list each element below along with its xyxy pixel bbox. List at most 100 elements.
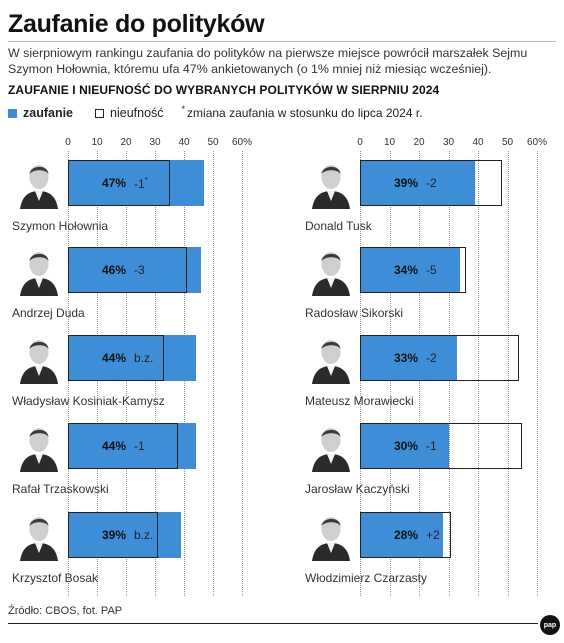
trust-bar bbox=[360, 160, 476, 206]
gridline bbox=[478, 151, 479, 596]
trust-bar bbox=[360, 247, 461, 293]
politician-name: Władysław Kosiniak-Kamysz bbox=[12, 394, 165, 408]
portrait-photo bbox=[308, 420, 354, 472]
legend-note: zmiana zaufania w stosunku do lipca 2024… bbox=[187, 106, 423, 120]
portrait-photo bbox=[308, 157, 354, 209]
trust-change: -5 bbox=[426, 263, 437, 277]
axis-tick-label: 50 bbox=[207, 137, 219, 148]
chart-section-title: ZAUFANIE I NIEUFNOŚĆ DO WYBRANYCH POLITY… bbox=[8, 83, 440, 97]
axis-tick-label: 40 bbox=[472, 137, 484, 148]
trust-bar bbox=[68, 423, 196, 469]
politician-name: Donald Tusk bbox=[305, 219, 372, 233]
axis-tick-label: 30 bbox=[149, 137, 161, 148]
legend-trust-label: zaufanie bbox=[23, 106, 74, 120]
chart-legend: zaufanie nieufność * zmiana zaufania w s… bbox=[8, 104, 423, 120]
axis-tick-label: 20 bbox=[120, 137, 132, 148]
bar-value-label: 46% -3 bbox=[102, 247, 145, 293]
trust-bar bbox=[68, 160, 205, 206]
politician-name: Andrzej Duda bbox=[12, 306, 85, 320]
trust-change: +2 bbox=[426, 528, 440, 542]
politician-name: Rafał Trzaskowski bbox=[12, 482, 109, 496]
trust-value: 39% bbox=[394, 176, 419, 190]
trust-change: b.z. bbox=[134, 528, 154, 542]
title-divider bbox=[8, 41, 556, 42]
portrait-photo bbox=[16, 332, 62, 384]
distrust-bar bbox=[360, 160, 502, 206]
bar-value-label: 44% b.z. bbox=[102, 335, 153, 381]
axis-tick-label: 60% bbox=[231, 137, 253, 148]
trust-bar bbox=[68, 512, 182, 558]
distrust-bar bbox=[68, 423, 179, 469]
page-subtitle: W sierpniowym rankingu zaufania do polit… bbox=[8, 46, 528, 76]
page-title: Zaufanie do polityków bbox=[8, 10, 265, 38]
bar-value-label: 39% -2 bbox=[394, 160, 437, 206]
gridline bbox=[213, 151, 214, 596]
trust-change: -2 bbox=[426, 176, 437, 190]
gridline bbox=[242, 151, 243, 596]
trust-value: 44% bbox=[102, 351, 127, 365]
change-footnote-marker: * bbox=[144, 175, 148, 185]
axis-tick-label: 40 bbox=[178, 137, 190, 148]
axis-tick-label: 50 bbox=[501, 137, 514, 148]
portrait-photo bbox=[16, 244, 62, 296]
trust-value: 30% bbox=[394, 439, 419, 453]
politician-name: Jarosław Kaczyński bbox=[305, 482, 410, 496]
politician-name: Mateusz Morawiecki bbox=[305, 394, 414, 408]
portrait-photo bbox=[16, 420, 62, 472]
gridline bbox=[537, 151, 538, 596]
trust-value: 34% bbox=[394, 263, 419, 277]
trust-value: 28% bbox=[394, 528, 419, 542]
axis-tick-label: 10 bbox=[383, 137, 396, 148]
bar-value-label: 39% b.z. bbox=[102, 512, 153, 558]
trust-bar bbox=[68, 335, 196, 381]
source-note: Źródło: CBOS, fot. PAP bbox=[8, 605, 123, 617]
trust-bar bbox=[360, 423, 449, 469]
distrust-bar bbox=[360, 335, 520, 381]
legend-distrust-swatch bbox=[95, 108, 105, 118]
distrust-bar bbox=[360, 423, 523, 469]
bar-value-label: 44% -1 bbox=[102, 423, 145, 469]
politician-name: Krzysztof Bosak bbox=[12, 571, 99, 585]
portrait-photo bbox=[308, 332, 354, 384]
trust-value: 33% bbox=[394, 351, 419, 365]
distrust-bar bbox=[68, 160, 170, 206]
trust-change: -1 bbox=[134, 439, 145, 453]
distrust-bar bbox=[68, 512, 158, 558]
legend-note-marker: * bbox=[181, 104, 186, 114]
portrait-photo bbox=[308, 509, 354, 561]
distrust-bar bbox=[360, 247, 467, 293]
bar-value-label: 33% -2 bbox=[394, 335, 437, 381]
trust-value: 44% bbox=[102, 439, 127, 453]
trust-value: 47% bbox=[102, 176, 127, 190]
trust-change: -1* bbox=[134, 175, 148, 191]
trust-change: -3 bbox=[134, 263, 145, 277]
trust-change: b.z. bbox=[134, 351, 154, 365]
axis-tick-label: 0 bbox=[65, 137, 71, 148]
politician-name: Włodzimierz Czarzasty bbox=[305, 571, 428, 585]
axis-tick-label: 20 bbox=[413, 137, 425, 148]
trust-value: 46% bbox=[102, 263, 127, 277]
bar-value-label: 30% -1 bbox=[394, 423, 437, 469]
distrust-bar bbox=[68, 247, 187, 293]
trust-bar bbox=[68, 247, 202, 293]
portrait-photo bbox=[308, 244, 354, 296]
axis-tick-label: 30 bbox=[442, 137, 455, 148]
politician-name: Szymon Hołownia bbox=[12, 219, 109, 233]
axis-tick-label: 0 bbox=[357, 137, 363, 148]
legend-distrust-label: nieufność bbox=[110, 106, 164, 120]
gridline bbox=[507, 151, 509, 596]
portrait-photo bbox=[16, 157, 62, 209]
trust-change: -1 bbox=[426, 439, 437, 453]
legend-trust-swatch bbox=[8, 108, 17, 118]
trust-bar bbox=[360, 512, 443, 558]
bar-value-label: 47% -1* bbox=[102, 160, 148, 206]
distrust-bar bbox=[360, 512, 452, 558]
footer-divider bbox=[8, 623, 538, 624]
trust-bar bbox=[360, 335, 458, 381]
trust-change: -2 bbox=[426, 351, 437, 365]
portrait-photo bbox=[16, 509, 62, 561]
pap-logo: pap bbox=[540, 615, 560, 635]
politician-name: Radosław Sikorski bbox=[305, 306, 404, 320]
trust-value: 39% bbox=[102, 528, 127, 542]
bar-value-label: 34% -5 bbox=[394, 247, 437, 293]
